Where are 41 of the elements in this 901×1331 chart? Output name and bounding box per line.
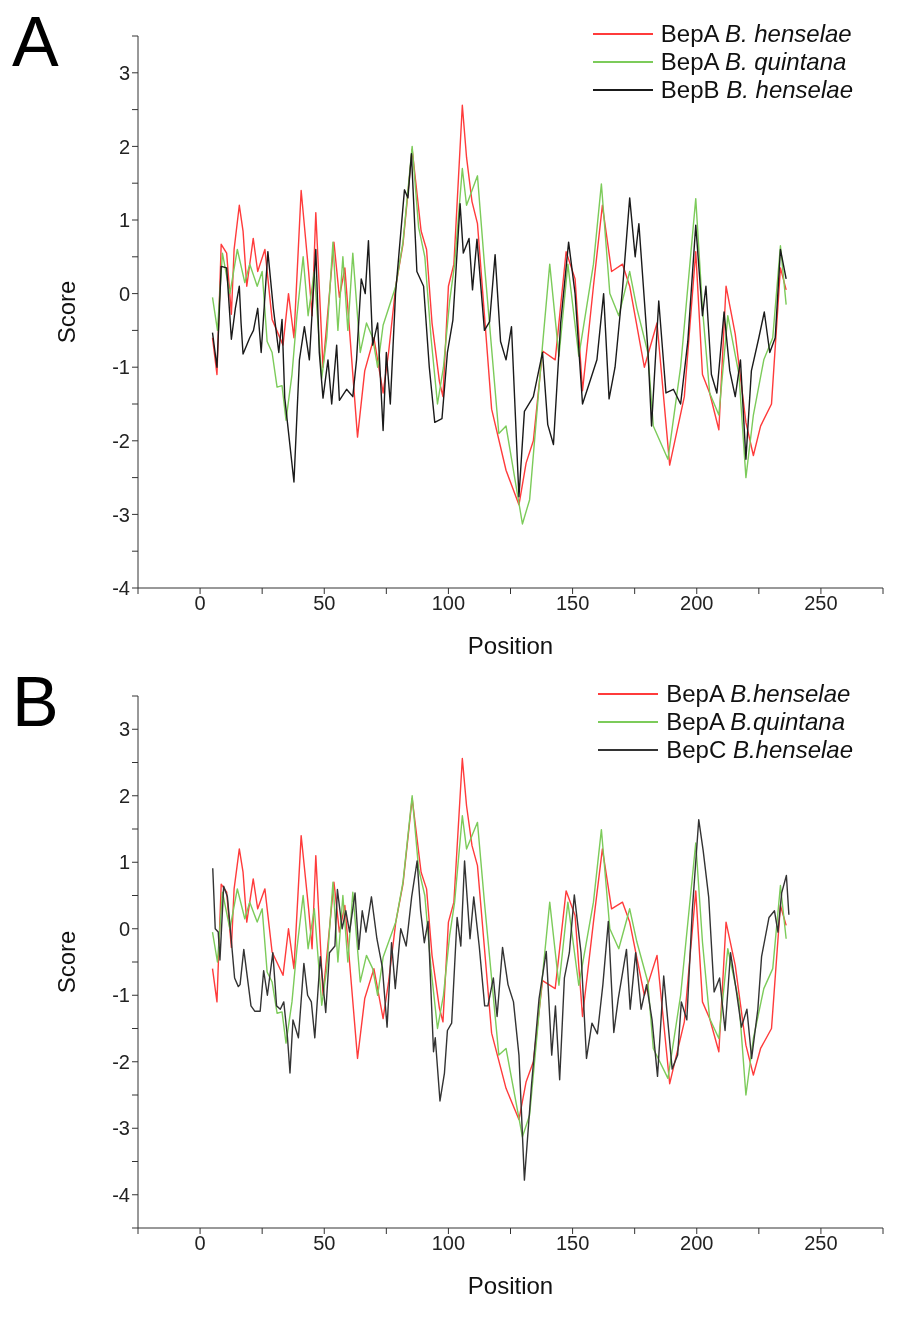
y-tick-label: 1 [118,209,130,232]
x-tick-label: 50 [313,1232,336,1255]
y-tick-label: 2 [118,135,130,158]
x-tick-label: 250 [804,1232,838,1255]
legend-label: BepC B.henselae [666,736,853,764]
y-tick-label: -4 [112,1183,130,1206]
y-tick-label: -3 [112,503,130,526]
y-axis-title: Score [52,280,80,344]
x-tick-label: 200 [680,592,714,615]
x-tick-label: 150 [555,592,590,615]
y-tick-label: 1 [118,851,130,874]
x-axis-title: Position [467,1272,554,1299]
y-tick-label: -2 [112,1050,130,1073]
y-tick-label: 0 [118,282,130,305]
x-tick-label: 100 [431,592,466,615]
chart-title: B [12,662,59,742]
x-tick-label: 150 [555,1232,590,1255]
legend-label: BepA B. henselae [660,20,852,48]
y-tick-label: -1 [112,984,130,1007]
x-tick-label: 50 [313,592,336,615]
y-tick-label: -1 [112,356,130,379]
chart-title: A [12,2,59,82]
x-axis-title: Position [467,632,554,659]
legend-label: BepB B. henselae [660,76,853,104]
y-tick-label: -2 [112,429,130,452]
legend-label: BepA B. quintana [660,48,847,76]
y-tick-label: 2 [118,784,130,807]
y-tick-label: 3 [118,718,130,741]
y-tick-label: 0 [118,917,130,940]
y-tick-label: -3 [112,1117,130,1140]
legend-label: BepA B.henselae [666,680,851,708]
x-tick-label: 0 [194,1232,206,1255]
x-tick-label: 200 [680,1232,714,1255]
x-tick-label: 250 [804,592,838,615]
y-axis-title: Score [52,930,80,994]
x-tick-label: 0 [194,592,206,615]
y-tick-label: -4 [112,577,130,600]
legend-label: BepA B.quintana [666,708,846,736]
y-tick-label: 3 [118,61,130,84]
x-tick-label: 100 [431,1232,466,1255]
line-series [212,818,790,1181]
